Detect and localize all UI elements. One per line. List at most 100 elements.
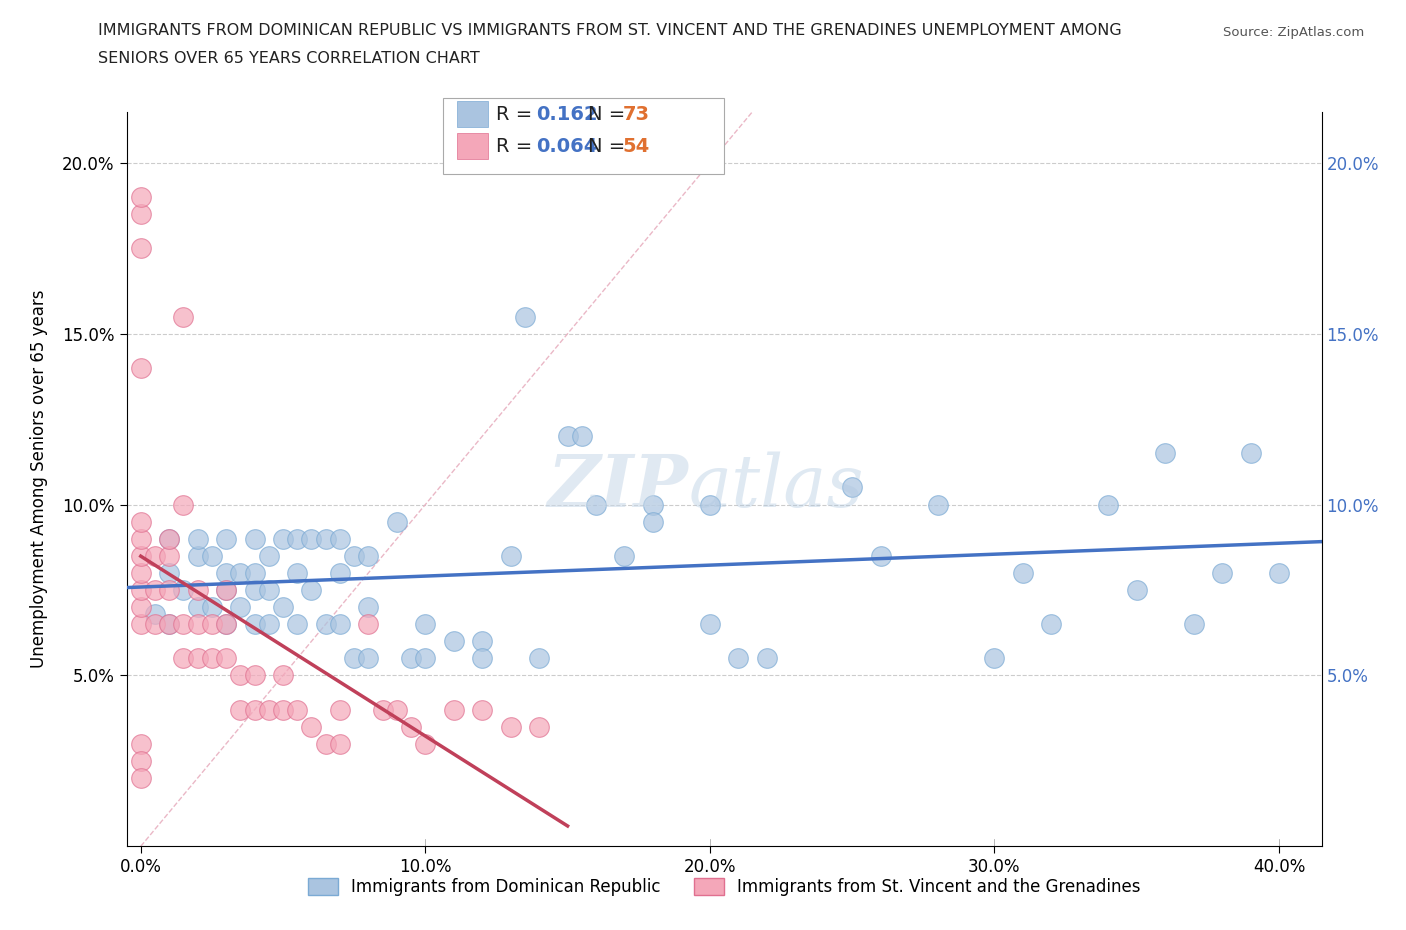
Point: [1154, 445, 1177, 460]
Point: [129, 531, 152, 546]
Point: [172, 582, 194, 597]
Point: [157, 617, 180, 631]
Point: [172, 617, 194, 631]
Point: [1182, 617, 1205, 631]
Point: [172, 309, 194, 324]
Point: [157, 531, 180, 546]
Text: SENIORS OVER 65 YEARS CORRELATION CHART: SENIORS OVER 65 YEARS CORRELATION CHART: [98, 51, 481, 66]
Point: [129, 600, 152, 615]
Point: [187, 549, 209, 564]
Point: [172, 498, 194, 512]
Point: [129, 737, 152, 751]
Point: [243, 531, 266, 546]
Point: [129, 549, 152, 564]
Point: [285, 531, 308, 546]
Point: [699, 498, 721, 512]
Point: [869, 549, 891, 564]
Point: [215, 582, 238, 597]
Point: [143, 606, 166, 621]
Point: [1097, 498, 1119, 512]
Text: N =: N =: [588, 105, 624, 124]
Text: IMMIGRANTS FROM DOMINICAN REPUBLIC VS IMMIGRANTS FROM ST. VINCENT AND THE GRENAD: IMMIGRANTS FROM DOMINICAN REPUBLIC VS IM…: [98, 23, 1122, 38]
Point: [229, 702, 252, 717]
Point: [143, 549, 166, 564]
Point: [585, 498, 607, 512]
Point: [399, 719, 422, 734]
Point: [243, 565, 266, 580]
Point: [129, 617, 152, 631]
Point: [157, 582, 180, 597]
Point: [385, 514, 408, 529]
Point: [271, 702, 294, 717]
Point: [1239, 445, 1261, 460]
Point: [129, 206, 152, 221]
Point: [301, 582, 323, 597]
Point: [471, 651, 494, 666]
Point: [983, 651, 1005, 666]
Point: [201, 617, 224, 631]
Point: [129, 771, 152, 786]
Point: [243, 582, 266, 597]
Point: [841, 480, 863, 495]
Point: [157, 531, 180, 546]
Point: [413, 617, 436, 631]
Point: [343, 651, 366, 666]
Text: N =: N =: [588, 137, 624, 155]
Point: [499, 719, 522, 734]
Point: [357, 617, 380, 631]
Text: R =: R =: [496, 105, 533, 124]
Point: [329, 702, 352, 717]
Point: [471, 634, 494, 649]
Point: [243, 617, 266, 631]
Point: [1125, 582, 1147, 597]
Point: [271, 668, 294, 683]
Point: [613, 549, 636, 564]
Point: [315, 531, 337, 546]
Point: [357, 549, 380, 564]
Point: [329, 737, 352, 751]
Point: [229, 668, 252, 683]
Point: [329, 617, 352, 631]
Point: [371, 702, 394, 717]
Text: 0.064: 0.064: [536, 137, 598, 155]
Point: [699, 617, 721, 631]
Point: [157, 617, 180, 631]
Text: Source: ZipAtlas.com: Source: ZipAtlas.com: [1223, 26, 1364, 39]
Point: [315, 617, 337, 631]
Point: [357, 600, 380, 615]
Point: [1040, 617, 1063, 631]
Point: [257, 549, 280, 564]
Point: [285, 617, 308, 631]
Point: [201, 651, 224, 666]
Point: [129, 753, 152, 768]
Point: [315, 737, 337, 751]
Point: [187, 600, 209, 615]
Point: [471, 702, 494, 717]
Point: [443, 702, 465, 717]
Text: 73: 73: [623, 105, 650, 124]
Point: [229, 565, 252, 580]
Point: [271, 531, 294, 546]
Point: [201, 549, 224, 564]
Point: [257, 582, 280, 597]
Point: [129, 190, 152, 205]
Point: [215, 531, 238, 546]
Point: [1011, 565, 1033, 580]
Point: [527, 719, 550, 734]
Point: [187, 617, 209, 631]
Point: [215, 565, 238, 580]
Point: [157, 549, 180, 564]
Point: [1268, 565, 1291, 580]
Point: [129, 514, 152, 529]
Point: [413, 651, 436, 666]
Point: [201, 600, 224, 615]
Point: [215, 617, 238, 631]
Point: [557, 429, 579, 444]
Point: [187, 651, 209, 666]
Point: [257, 702, 280, 717]
Point: [271, 600, 294, 615]
Point: [215, 582, 238, 597]
Point: [755, 651, 778, 666]
Point: [343, 549, 366, 564]
Point: [129, 241, 152, 256]
